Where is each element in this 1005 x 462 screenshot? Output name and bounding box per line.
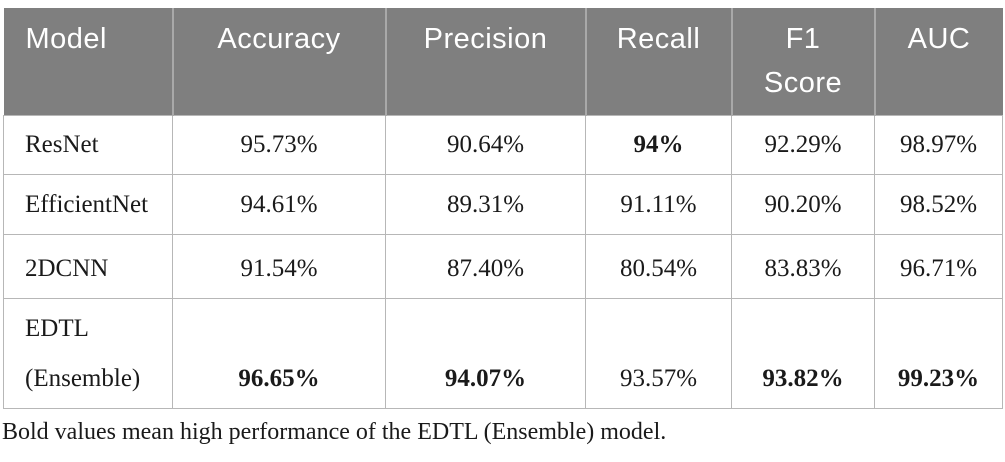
cell-f1-score: 92.29% (731, 114, 875, 175)
cell-model-name: ResNet (3, 114, 173, 175)
cell-accuracy: 95.73% (172, 114, 386, 175)
cell-auc: 96.71% (874, 233, 1003, 299)
header-cell-auc: AUC (873, 8, 1003, 115)
header-cell-f1-score: F1 Score (730, 8, 875, 115)
cell-f1-score: 83.83% (731, 233, 875, 299)
table-row: EfficientNet 94.61% 89.31% 91.11% 90.20%… (3, 173, 1003, 235)
cell-accuracy: 91.54% (172, 233, 386, 299)
table-row: EDTL (Ensemble) 96.65% 94.07% 93.57% 93.… (3, 297, 1003, 409)
header-cell-accuracy: Accuracy (171, 8, 386, 115)
table-caption: Bold values mean high performance of the… (2, 419, 667, 445)
cell-f1-score: 90.20% (731, 173, 875, 235)
cell-precision: 87.40% (385, 233, 586, 299)
cell-auc: 98.52% (874, 173, 1003, 235)
cell-precision: 90.64% (385, 114, 586, 175)
cell-recall: 93.57% (585, 297, 732, 409)
table-header-row: Model Accuracy Precision Recall F1 Score… (3, 8, 1003, 115)
cell-precision: 94.07% (385, 297, 586, 409)
cell-accuracy: 96.65% (172, 297, 386, 409)
cell-model-name: 2DCNN (3, 233, 173, 299)
table-row: ResNet 95.73% 90.64% 94% 92.29% 98.97% (3, 114, 1003, 175)
cell-auc: 98.97% (874, 114, 1003, 175)
header-cell-precision: Precision (384, 8, 586, 115)
header-cell-model: Model (3, 8, 173, 115)
cell-accuracy: 94.61% (172, 173, 386, 235)
cell-recall: 94% (585, 114, 732, 175)
cell-recall: 80.54% (585, 233, 732, 299)
model-performance-table: Model Accuracy Precision Recall F1 Score… (3, 8, 1003, 409)
cell-recall: 91.11% (585, 173, 732, 235)
cell-model-name: EDTL (Ensemble) (3, 297, 173, 409)
header-cell-recall: Recall (584, 8, 732, 115)
table-row: 2DCNN 91.54% 87.40% 80.54% 83.83% 96.71% (3, 233, 1003, 299)
cell-model-name: EfficientNet (3, 173, 173, 235)
cell-auc: 99.23% (874, 297, 1003, 409)
cell-f1-score: 93.82% (731, 297, 875, 409)
cell-precision: 89.31% (385, 173, 586, 235)
